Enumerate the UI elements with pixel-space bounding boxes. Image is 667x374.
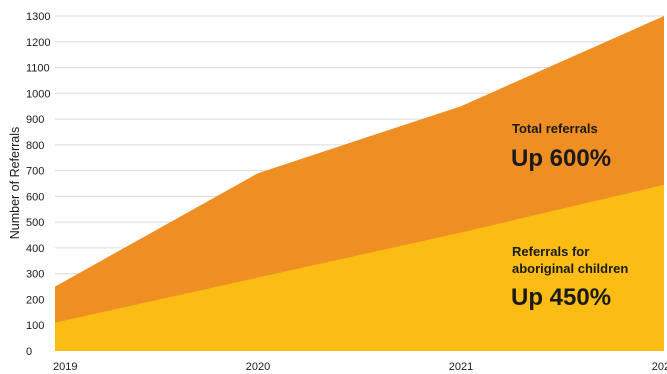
y-tick-label: 900 xyxy=(26,114,44,126)
y-tick-label: 400 xyxy=(26,243,44,255)
y-tick-label: 700 xyxy=(26,166,44,178)
annotation-aboriginal-label-1: Referrals for xyxy=(512,244,589,259)
y-tick-label: 100 xyxy=(26,320,44,332)
y-tick-label: 600 xyxy=(26,191,44,203)
x-tick-label: 2022 xyxy=(652,361,667,373)
y-axis-ticks: 0 100 200 300 400 500 600 700 800 900 1000 1100 1200… xyxy=(26,11,50,358)
y-axis-title: Number of Referrals xyxy=(8,127,22,240)
y-tick-label: 800 xyxy=(26,140,44,152)
y-tick-label: 500 xyxy=(26,217,44,229)
x-tick-label: 2019 xyxy=(53,361,77,373)
x-tick-label: 2020 xyxy=(246,361,270,373)
annotation-total-label: Total referrals xyxy=(512,121,598,136)
annotation-aboriginal-referrals: Referrals for aboriginal children Up 450… xyxy=(511,244,628,311)
x-axis-ticks: 2019 2020 2021 2022 xyxy=(53,361,667,373)
y-tick-label: 300 xyxy=(26,269,44,281)
annotation-aboriginal-change: Up 450% xyxy=(511,284,611,311)
y-tick-label: 200 xyxy=(26,294,44,306)
annotation-total-referrals: Total referrals Up 600% xyxy=(511,121,611,172)
y-tick-label: 0 xyxy=(26,346,32,358)
y-tick-label: 1000 xyxy=(26,88,50,100)
annotation-aboriginal-label-2: aboriginal children xyxy=(512,261,628,276)
y-tick-label: 1300 xyxy=(26,11,50,23)
area-aboriginal-referrals xyxy=(55,184,664,351)
y-tick-label: 1200 xyxy=(26,37,50,49)
x-tick-label: 2021 xyxy=(449,361,473,373)
y-tick-label: 1100 xyxy=(26,63,50,75)
annotation-total-change: Up 600% xyxy=(511,145,611,172)
chart-areas xyxy=(55,16,664,351)
